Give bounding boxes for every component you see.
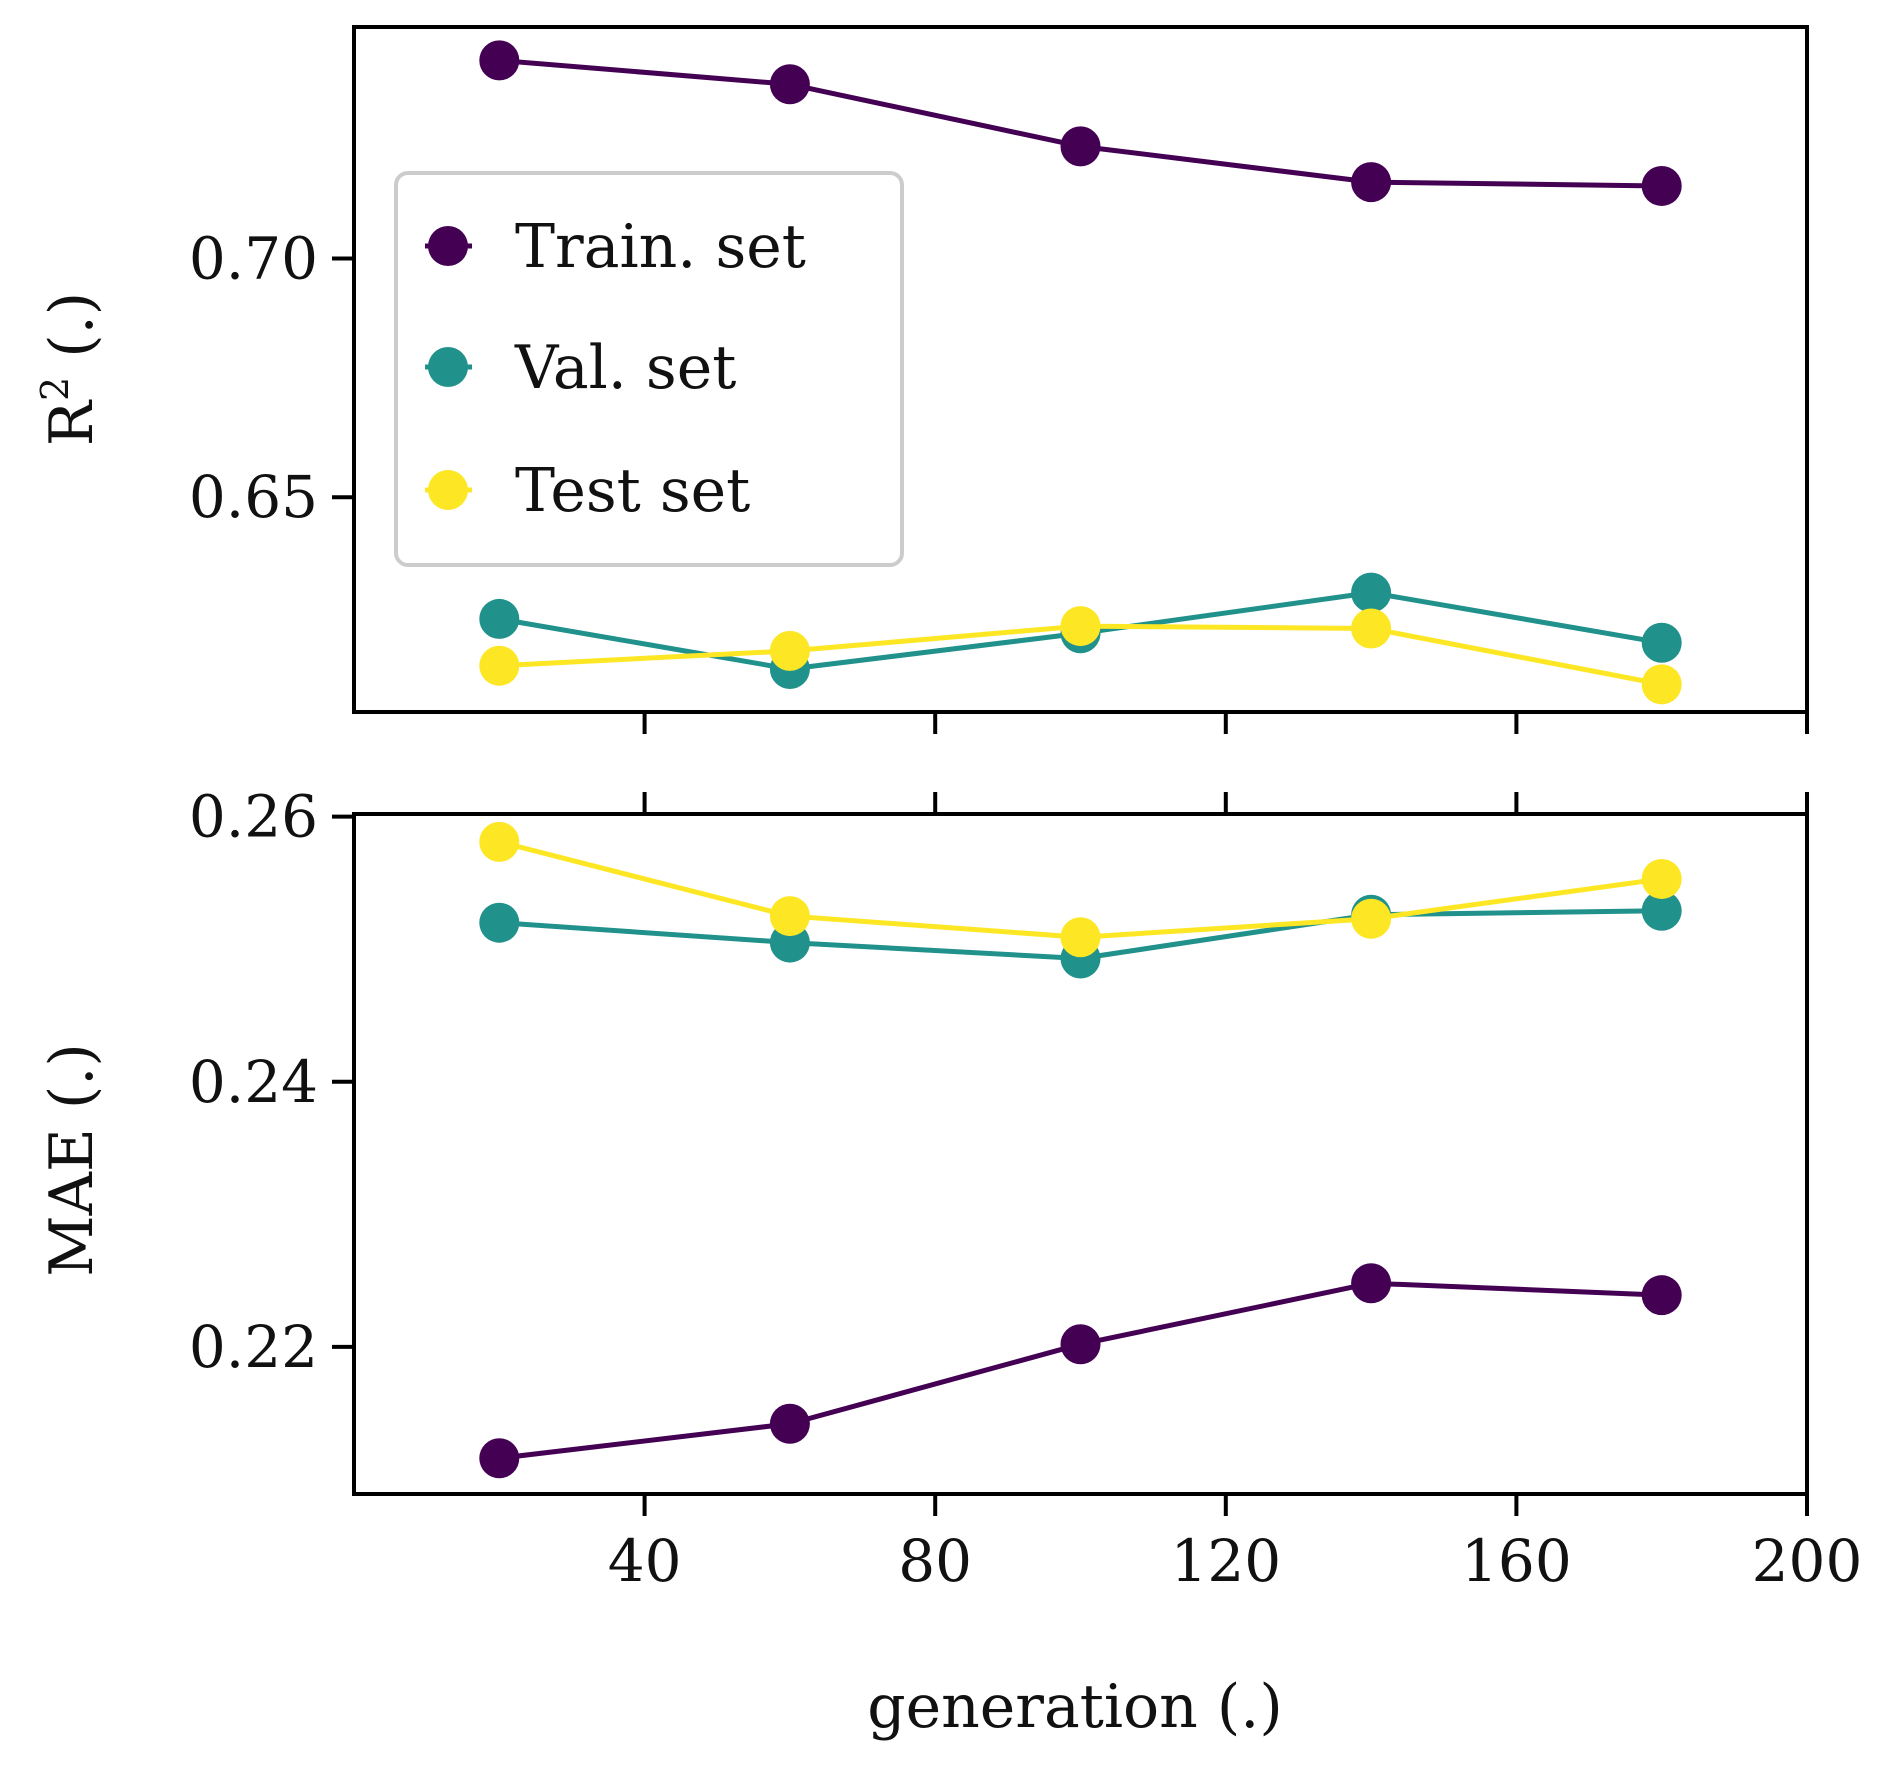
mae-x-tick-label: 160 (1461, 1527, 1572, 1595)
mae-y-tick-label: 0.24 (189, 1048, 318, 1116)
r2-train-set-point (479, 40, 520, 81)
mae-x-tick-label: 120 (1170, 1527, 1281, 1595)
mae-x-tick-label: 80 (898, 1527, 972, 1595)
mae-train-set-point (1351, 1263, 1392, 1304)
mae-y-tick-label: 0.22 (189, 1313, 318, 1381)
mae-val-set-point (479, 902, 520, 943)
r2-test-set-point (1351, 608, 1392, 649)
x-axis-label: generation (.) (867, 1672, 1283, 1742)
mae-train-set-point (769, 1403, 810, 1444)
mae-train-set-point (1641, 1275, 1682, 1316)
mae-tick-layer: 40 80 120 160 200 0.22 0.24 0.26 (189, 783, 1863, 1595)
r2-val-set-point (1351, 572, 1392, 613)
legend-test-set-marker (428, 470, 468, 510)
mae-val-set-point (1641, 890, 1682, 931)
r2-test-set-point (479, 645, 520, 686)
r2-test-set-point (1641, 664, 1682, 705)
legend-frame (394, 171, 904, 567)
legend: Train. set Val. set Test set (394, 171, 904, 567)
r2-train-set-point (1060, 126, 1101, 167)
legend-val-set-label: Val. set (514, 333, 736, 403)
r2-y-tick-label: 0.65 (189, 463, 318, 531)
r2-y-axis-label: R2 (.) (33, 292, 107, 446)
mae-test-set-point (1351, 898, 1392, 939)
r2-train-set-point (1351, 162, 1392, 203)
mae-x-tick-label: 40 (608, 1527, 682, 1595)
r2-test-set-point (1060, 606, 1101, 647)
legend-train-set-label: Train. set (515, 212, 806, 282)
r2-test-set-point (769, 630, 810, 671)
mae-test-set-point (769, 896, 810, 937)
mae-y-tick-label: 0.26 (189, 783, 318, 851)
r2-y-tick-label: 0.70 (189, 225, 318, 293)
mae-y-axis-label: MAE (.) (37, 1043, 107, 1277)
r2-tick-layer: 0.65 0.70 (189, 225, 1809, 734)
r2-val-set-point (479, 598, 520, 639)
mae-series-layer (479, 821, 1682, 1479)
legend-test-set-label: Test set (515, 456, 750, 526)
mae-test-set-point (1641, 858, 1682, 899)
r2-axes-frame (352, 25, 1809, 714)
mae-axes-frame (352, 812, 1809, 1496)
legend-items: Train. set Val. set Test set (425, 212, 806, 526)
mae-panel: 40 80 120 160 200 0.22 0.24 0.26 MAE (.) genera… (37, 783, 1862, 1742)
r2-panel: 0.65 0.70 R2 (.) Train. set Val. set Test s… (33, 25, 1809, 734)
mae-test-set-point (479, 821, 520, 862)
r2-train-set-point (1641, 165, 1682, 206)
mae-train-set-point (1060, 1324, 1101, 1365)
legend-val-set-marker (428, 347, 468, 387)
r2-val-set-point (1641, 622, 1682, 663)
mae-test-set-point (1060, 917, 1101, 958)
mae-train-set-point (479, 1438, 520, 1479)
legend-train-set-marker (428, 226, 468, 266)
r2-train-set-point (769, 64, 810, 105)
r2-series-layer (479, 40, 1682, 705)
mae-x-tick-label: 200 (1752, 1527, 1863, 1595)
